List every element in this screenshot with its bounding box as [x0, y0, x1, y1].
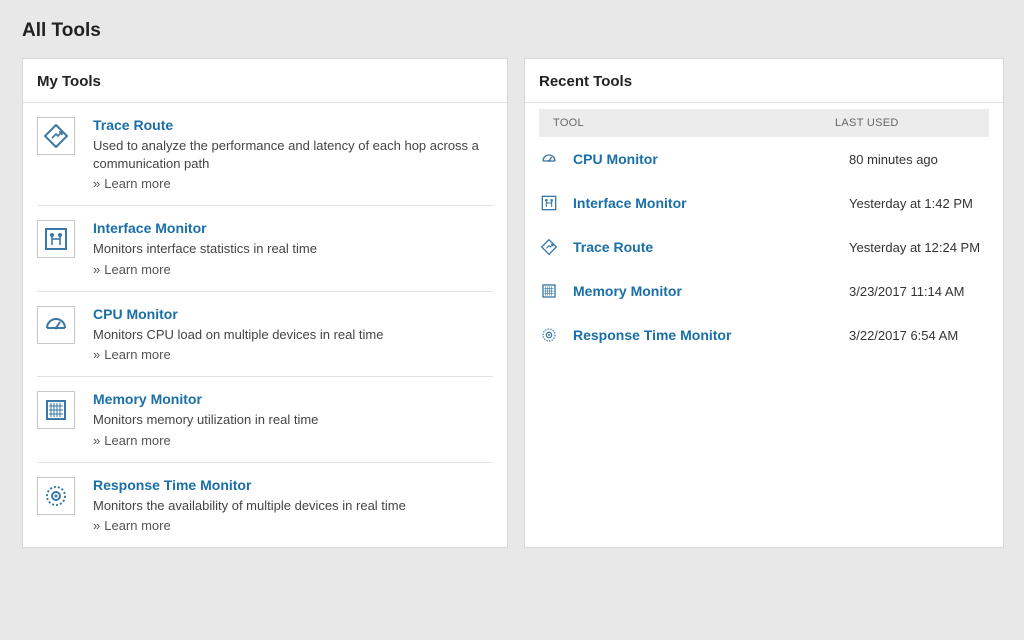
interface-monitor-icon [539, 193, 559, 213]
col-header-tool: TOOL [553, 117, 835, 129]
response-time-monitor-icon [539, 325, 559, 345]
learn-more-link[interactable]: »Learn more [93, 176, 493, 191]
recent-tools-header: TOOL LAST USED [539, 109, 989, 137]
tool-link-interface-monitor[interactable]: Interface Monitor [93, 220, 493, 236]
learn-more-link[interactable]: »Learn more [93, 262, 493, 277]
recent-last-used: 3/22/2017 6:54 AM [849, 328, 989, 343]
learn-more-link[interactable]: »Learn more [93, 347, 493, 362]
tool-item-trace-route: Trace Route Used to analyze the performa… [37, 103, 493, 205]
tool-desc: Used to analyze the performance and late… [93, 137, 493, 172]
recent-link-trace-route[interactable]: Trace Route [573, 239, 849, 255]
memory-monitor-icon [37, 391, 75, 429]
recent-link-response-time-monitor[interactable]: Response Time Monitor [573, 327, 849, 343]
recent-last-used: Yesterday at 12:24 PM [849, 240, 989, 255]
recent-item-response-time-monitor: Response Time Monitor 3/22/2017 6:54 AM [539, 313, 989, 357]
learn-more-link[interactable]: »Learn more [93, 433, 493, 448]
interface-monitor-icon [37, 220, 75, 258]
recent-last-used: 80 minutes ago [849, 152, 989, 167]
recent-tools-panel: Recent Tools TOOL LAST USED CPU Monitor … [524, 58, 1004, 548]
recent-link-memory-monitor[interactable]: Memory Monitor [573, 283, 849, 299]
trace-route-icon [37, 117, 75, 155]
tool-desc: Monitors memory utilization in real time [93, 411, 493, 429]
learn-more-link[interactable]: »Learn more [93, 518, 493, 533]
recent-link-cpu-monitor[interactable]: CPU Monitor [573, 151, 849, 167]
recent-item-memory-monitor: Memory Monitor 3/23/2017 11:14 AM [539, 269, 989, 313]
page-title: All Tools [22, 20, 1002, 42]
tool-link-response-time-monitor[interactable]: Response Time Monitor [93, 477, 493, 493]
tool-link-cpu-monitor[interactable]: CPU Monitor [93, 306, 493, 322]
tool-desc: Monitors interface statistics in real ti… [93, 240, 493, 258]
recent-last-used: 3/23/2017 11:14 AM [849, 284, 989, 299]
recent-item-interface-monitor: Interface Monitor Yesterday at 1:42 PM [539, 181, 989, 225]
recent-item-cpu-monitor: CPU Monitor 80 minutes ago [539, 137, 989, 181]
tool-item-interface-monitor: Interface Monitor Monitors interface sta… [37, 205, 493, 291]
my-tools-panel: My Tools Trace Route Used to analyze the… [22, 58, 508, 548]
cpu-monitor-icon [37, 306, 75, 344]
recent-link-interface-monitor[interactable]: Interface Monitor [573, 195, 849, 211]
tool-item-cpu-monitor: CPU Monitor Monitors CPU load on multipl… [37, 291, 493, 377]
my-tools-title: My Tools [23, 59, 507, 102]
recent-last-used: Yesterday at 1:42 PM [849, 196, 989, 211]
recent-tools-list: CPU Monitor 80 minutes ago Interface Mon… [525, 137, 1003, 371]
tool-link-trace-route[interactable]: Trace Route [93, 117, 493, 133]
response-time-monitor-icon [37, 477, 75, 515]
tool-desc: Monitors the availability of multiple de… [93, 497, 493, 515]
col-header-last-used: LAST USED [835, 117, 975, 129]
tool-desc: Monitors CPU load on multiple devices in… [93, 326, 493, 344]
tool-item-memory-monitor: Memory Monitor Monitors memory utilizati… [37, 376, 493, 462]
recent-tools-title: Recent Tools [525, 59, 1003, 102]
tool-item-response-time-monitor: Response Time Monitor Monitors the avail… [37, 462, 493, 548]
cpu-monitor-icon [539, 149, 559, 169]
tool-link-memory-monitor[interactable]: Memory Monitor [93, 391, 493, 407]
my-tools-list: Trace Route Used to analyze the performa… [23, 103, 507, 547]
recent-item-trace-route: Trace Route Yesterday at 12:24 PM [539, 225, 989, 269]
memory-monitor-icon [539, 281, 559, 301]
trace-route-icon [539, 237, 559, 257]
